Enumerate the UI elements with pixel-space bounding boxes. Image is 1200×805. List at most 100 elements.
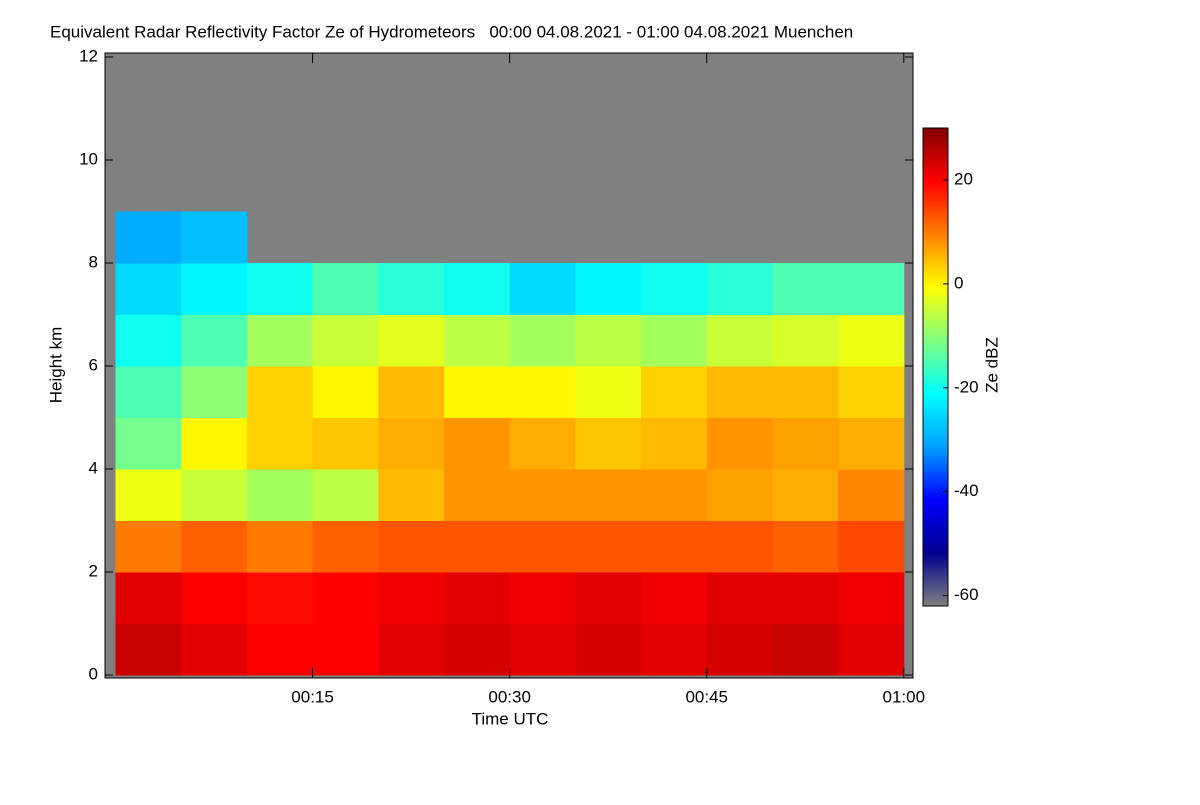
heatmap-cell <box>312 417 379 470</box>
y-axis-label: Height km <box>46 327 65 404</box>
heatmap-cell <box>838 263 905 315</box>
heatmap-cell <box>838 314 905 367</box>
heatmap-cell <box>575 623 642 676</box>
heatmap-cell <box>772 623 839 676</box>
y-tick-label: 8 <box>89 252 98 271</box>
heatmap-cell <box>443 314 511 367</box>
heatmap-cell <box>706 623 773 676</box>
heatmap-cell <box>706 572 773 624</box>
heatmap-cell <box>181 417 248 470</box>
heatmap-cell <box>575 469 642 521</box>
heatmap-cell <box>443 417 511 470</box>
heatmap-cell <box>115 366 182 418</box>
heatmap-cell <box>772 520 839 573</box>
heatmap-cell <box>641 469 708 521</box>
y-tick-label: 4 <box>89 458 98 477</box>
heatmap-cell <box>575 314 642 367</box>
heatmap-cell <box>312 263 379 315</box>
heatmap-cell <box>246 314 314 367</box>
y-tick-label: 10 <box>79 149 98 168</box>
heatmap-cell <box>575 417 642 470</box>
colorbar-label: Ze dBZ <box>982 337 1001 393</box>
colorbar <box>922 127 949 607</box>
heatmap-cell <box>772 417 839 470</box>
x-tick-label: 00:45 <box>685 687 728 706</box>
heatmap-cell <box>181 366 248 418</box>
heatmap-cell <box>378 314 445 367</box>
heatmap-cell <box>378 572 445 624</box>
heatmap-cell <box>115 314 182 367</box>
heatmap-cell <box>181 572 248 624</box>
y-tick-label: 0 <box>89 664 98 683</box>
heatmap-cell <box>115 469 182 521</box>
heatmap-cell <box>838 469 905 521</box>
heatmap-cell <box>115 211 182 264</box>
heatmap-cell <box>246 263 314 315</box>
heatmap-cell <box>181 623 248 676</box>
heatmap-cell <box>772 263 839 315</box>
heatmap-cell <box>641 572 708 624</box>
heatmap-cell <box>641 263 708 315</box>
heatmap-cell <box>181 211 248 264</box>
heatmap-cell <box>575 572 642 624</box>
heatmap-cell <box>706 314 773 367</box>
heatmap-cell <box>378 366 445 418</box>
heatmap-cell <box>838 417 905 470</box>
x-tick-label: 00:30 <box>488 687 531 706</box>
heatmap-cell <box>378 469 445 521</box>
heatmap-cell <box>706 520 773 573</box>
heatmap-cell <box>181 314 248 367</box>
heatmap-cell <box>115 572 182 624</box>
heatmap-cell <box>772 314 839 367</box>
heatmap-cell <box>772 469 839 521</box>
heatmap-cell <box>772 366 839 418</box>
heatmap-cell <box>181 469 248 521</box>
heatmap-cell <box>181 263 248 315</box>
heatmap-cell <box>772 572 839 624</box>
heatmap-cell <box>312 469 379 521</box>
heatmap-cell <box>246 623 314 676</box>
heatmap-cell <box>312 623 379 676</box>
heatmap-cell <box>312 314 379 367</box>
heatmap-cell <box>575 366 642 418</box>
heatmap-cell <box>246 469 314 521</box>
heatmap-cell <box>443 263 511 315</box>
chart-title: Equivalent Radar Reflectivity Factor Ze … <box>50 22 853 41</box>
heatmap-cell <box>312 520 379 573</box>
x-tick-label: 00:15 <box>291 687 334 706</box>
heatmap-cell <box>641 520 708 573</box>
heatmap-cell <box>706 366 773 418</box>
heatmap-cell <box>509 469 576 521</box>
heatmap-cell <box>838 572 905 624</box>
y-tick-label: 2 <box>89 561 98 580</box>
heatmap-cell <box>575 263 642 315</box>
heatmap-cell <box>706 417 773 470</box>
heatmap-cell <box>443 469 511 521</box>
y-tick-label: 12 <box>79 46 98 65</box>
heatmap-cell <box>115 417 182 470</box>
y-tick-label: 6 <box>89 355 98 374</box>
heatmap-cell <box>706 263 773 315</box>
heatmap-cell <box>509 520 576 573</box>
colorbar-tick-label: 20 <box>954 169 973 188</box>
heatmap-cell <box>509 572 576 624</box>
heatmap-cell <box>509 623 576 676</box>
colorbar-tick-label: -60 <box>954 585 979 604</box>
heatmap-cell <box>115 623 182 676</box>
heatmap-cell <box>443 520 511 573</box>
heatmap-cell <box>443 366 511 418</box>
heatmap-cell <box>838 520 905 573</box>
heatmap-cell <box>246 572 314 624</box>
heatmap-cell <box>838 366 905 418</box>
heatmap-cell <box>378 520 445 573</box>
heatmap-cell <box>312 366 379 418</box>
heatmap-cell <box>509 417 576 470</box>
heatmap-cell <box>246 366 314 418</box>
heatmap-cell <box>838 623 905 676</box>
heatmap-cell <box>641 623 708 676</box>
heatmap-cell <box>443 623 511 676</box>
heatmap-cell <box>312 572 379 624</box>
heatmap-cell <box>575 520 642 573</box>
x-axis-label: Time UTC <box>472 709 549 728</box>
